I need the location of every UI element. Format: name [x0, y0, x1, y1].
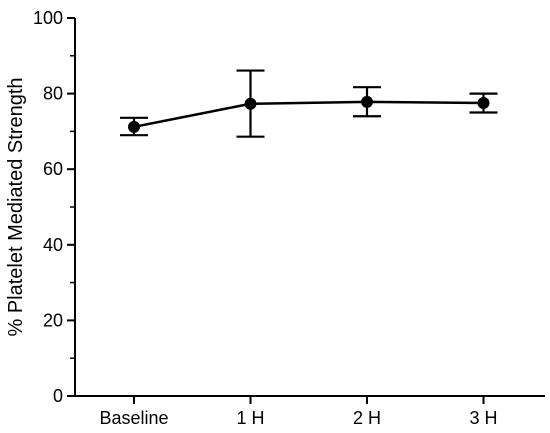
y-axis-title: % Platelet Mediated Strength — [5, 77, 27, 336]
axes — [74, 18, 545, 397]
data-point — [244, 97, 257, 110]
x-ticks: Baseline 1 H 2 H 3 H — [99, 396, 498, 428]
x-tick-label: Baseline — [99, 408, 168, 428]
y-tick-label: 40 — [43, 235, 63, 255]
data-point — [128, 120, 140, 133]
x-tick-label: 1 H — [236, 408, 264, 428]
y-tick-label: 80 — [43, 84, 63, 104]
y-tick-label: 20 — [43, 310, 63, 330]
x-tick-label: 3 H — [469, 408, 497, 428]
data-point — [361, 95, 373, 108]
plot-area — [120, 69, 498, 138]
data-point — [477, 97, 490, 110]
y-tick-label: 100 — [33, 8, 63, 28]
x-tick-label: 2 H — [353, 408, 381, 428]
y-ticks: 0 20 40 60 80 100 — [33, 8, 75, 406]
y-tick-label: 60 — [43, 159, 63, 179]
y-tick-label: 0 — [53, 386, 63, 406]
series-line — [133, 100, 484, 129]
